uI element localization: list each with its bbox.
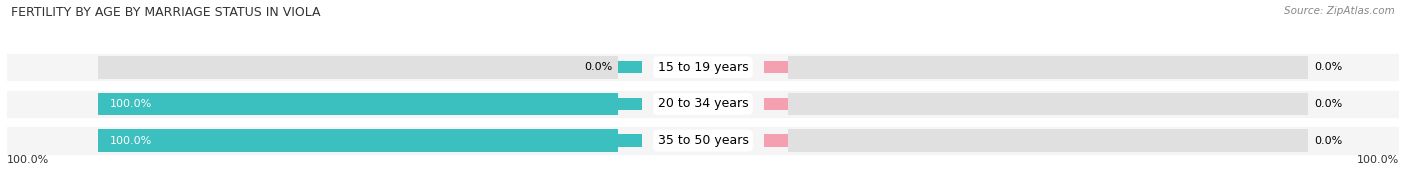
Bar [98, 93, 619, 115]
Bar [7, 91, 1399, 117]
Bar [98, 129, 619, 152]
Bar [98, 129, 619, 152]
Text: 0.0%: 0.0% [1315, 136, 1343, 146]
Text: FERTILITY BY AGE BY MARRIAGE STATUS IN VIOLA: FERTILITY BY AGE BY MARRIAGE STATUS IN V… [11, 6, 321, 19]
Bar [787, 129, 1308, 152]
Bar [619, 98, 643, 110]
Text: Source: ZipAtlas.com: Source: ZipAtlas.com [1284, 6, 1395, 16]
Text: 15 to 19 years: 15 to 19 years [658, 61, 748, 74]
Text: 100.0%: 100.0% [110, 136, 152, 146]
Bar [763, 61, 787, 74]
Bar [7, 54, 1399, 80]
Text: 0.0%: 0.0% [583, 62, 612, 72]
Text: 0.0%: 0.0% [1315, 99, 1343, 109]
Bar [787, 56, 1308, 79]
Bar [98, 56, 619, 79]
Bar [98, 93, 619, 115]
Text: 35 to 50 years: 35 to 50 years [658, 134, 748, 147]
Text: 20 to 34 years: 20 to 34 years [658, 97, 748, 110]
Text: 0.0%: 0.0% [1315, 62, 1343, 72]
Text: 100.0%: 100.0% [1357, 155, 1399, 165]
Legend: Married, Unmarried: Married, Unmarried [617, 191, 789, 196]
Bar [763, 98, 787, 110]
Bar [7, 127, 1399, 154]
Bar [787, 93, 1308, 115]
Text: 100.0%: 100.0% [7, 155, 49, 165]
Bar [619, 61, 643, 74]
Text: 100.0%: 100.0% [110, 99, 152, 109]
Bar [619, 134, 643, 147]
Bar [763, 134, 787, 147]
